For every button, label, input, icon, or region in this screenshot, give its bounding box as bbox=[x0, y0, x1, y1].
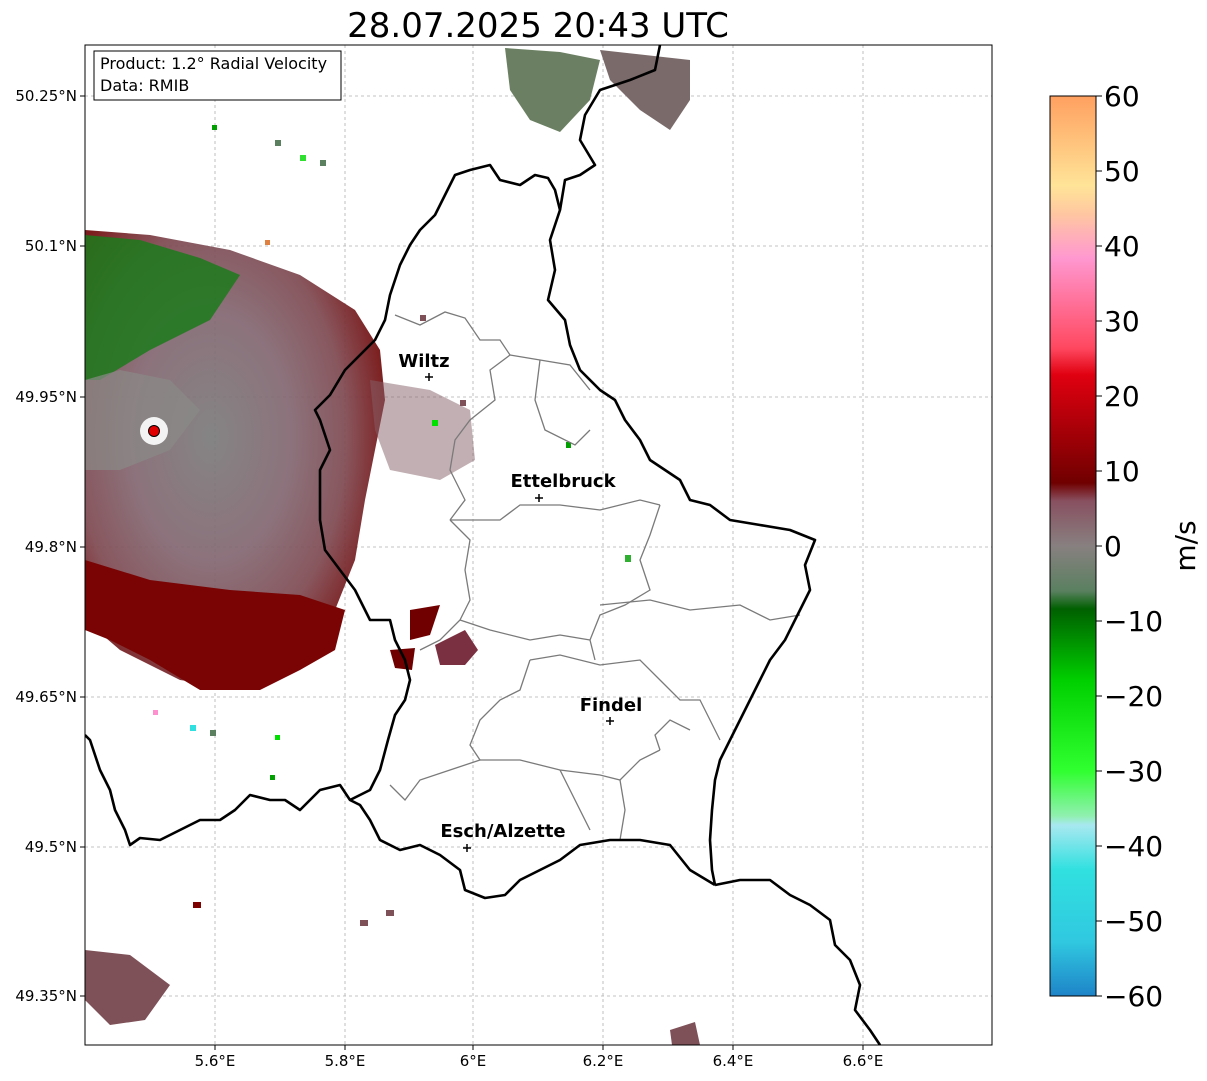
colorbar-tick-label: 0 bbox=[1104, 530, 1122, 563]
y-tick-label: 49.95°N bbox=[15, 388, 77, 406]
y-tick-label: 49.65°N bbox=[15, 688, 77, 706]
y-tick-label: 49.35°N bbox=[15, 987, 77, 1005]
city-label: Wiltz bbox=[398, 351, 449, 372]
national-borders bbox=[85, 45, 882, 1045]
city-esch-alzette: Esch/Alzette bbox=[440, 821, 566, 852]
canton-boundaries bbox=[389, 311, 801, 841]
colorbar-gradient bbox=[1050, 96, 1096, 996]
colorbar-tick-label: 50 bbox=[1104, 155, 1140, 188]
colorbar-tick-label: 30 bbox=[1104, 305, 1140, 338]
product-label: Product: 1.2° Radial Velocity bbox=[100, 54, 327, 73]
colorbar-tick-label: −10 bbox=[1104, 605, 1163, 638]
colorbar-tick-label: −20 bbox=[1104, 680, 1163, 713]
city-wiltz: Wiltz bbox=[398, 351, 450, 381]
y-tick-label: 49.5°N bbox=[25, 838, 77, 856]
map-title: 28.07.2025 20:43 UTC bbox=[347, 6, 729, 46]
colorbar-ticks: 60 50 40 30 20 10 0 −10 −20 −30 −40 −50 −60 bbox=[1096, 80, 1163, 1013]
colorbar: 60 50 40 30 20 10 0 −10 −20 −30 −40 −50 −60 m/s bbox=[1049, 80, 1202, 1013]
x-tick-label: 6.4°E bbox=[713, 1052, 754, 1070]
y-tick-label: 50.25°N bbox=[15, 87, 77, 105]
data-source-label: Data: RMIB bbox=[100, 76, 189, 95]
colorbar-tick-label: 20 bbox=[1104, 380, 1140, 413]
info-box: Product: 1.2° Radial Velocity Data: RMIB bbox=[93, 50, 342, 101]
colorbar-tick-label: −40 bbox=[1104, 830, 1163, 863]
colorbar-label: m/s bbox=[1169, 520, 1202, 571]
x-tick-label: 6°E bbox=[460, 1052, 487, 1070]
city-label: Ettelbruck bbox=[510, 471, 616, 492]
y-tick-label: 50.1°N bbox=[25, 237, 77, 255]
map-frame bbox=[84, 44, 993, 1046]
city-label: Findel bbox=[580, 695, 643, 716]
x-tick-label: 5.6°E bbox=[195, 1052, 236, 1070]
city-ettelbruck: Ettelbruck bbox=[510, 471, 617, 502]
y-axis-ticks: 50.25°N 50.1°N 49.95°N 49.8°N 49.65°N 49… bbox=[15, 87, 85, 1005]
x-tick-label: 6.6°E bbox=[843, 1052, 884, 1070]
colorbar-tick-label: −60 bbox=[1104, 980, 1163, 1013]
colorbar-tick-label: 10 bbox=[1104, 455, 1140, 488]
colorbar-tick-label: −30 bbox=[1104, 755, 1163, 788]
colorbar-tick-label: 60 bbox=[1104, 80, 1140, 113]
y-tick-label: 49.8°N bbox=[25, 538, 77, 556]
x-axis-ticks: 5.6°E 5.8°E 6°E 6.2°E 6.4°E 6.6°E bbox=[195, 1045, 884, 1070]
radar-echoes bbox=[85, 48, 700, 1045]
x-tick-label: 6.2°E bbox=[583, 1052, 624, 1070]
colorbar-tick-label: 40 bbox=[1104, 230, 1140, 263]
map-panel: Wiltz Ettelbruck Findel Esch/Alzette Pro… bbox=[85, 45, 992, 1045]
city-findel: Findel bbox=[580, 695, 643, 725]
city-label: Esch/Alzette bbox=[440, 821, 565, 842]
radar-site-marker bbox=[140, 417, 168, 445]
x-tick-label: 5.8°E bbox=[325, 1052, 366, 1070]
colorbar-tick-label: −50 bbox=[1104, 905, 1163, 938]
